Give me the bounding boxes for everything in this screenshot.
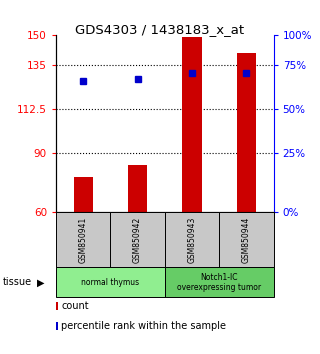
Bar: [237, 53, 256, 212]
Text: Notch1-IC
overexpressing tumor: Notch1-IC overexpressing tumor: [177, 273, 261, 292]
Text: GDS4303 / 1438183_x_at: GDS4303 / 1438183_x_at: [76, 23, 244, 36]
Bar: [219, 212, 274, 267]
Text: tissue: tissue: [3, 277, 32, 287]
Bar: [56, 267, 165, 297]
Text: percentile rank within the sample: percentile rank within the sample: [61, 321, 226, 331]
Bar: [128, 165, 147, 212]
Bar: [165, 212, 219, 267]
Text: GSM850941: GSM850941: [79, 217, 88, 263]
Bar: [165, 267, 274, 297]
Bar: [56, 212, 110, 267]
Text: normal thymus: normal thymus: [81, 278, 140, 287]
Text: GSM850942: GSM850942: [133, 217, 142, 263]
Bar: [182, 38, 202, 212]
Bar: [74, 177, 93, 212]
Text: count: count: [61, 301, 89, 311]
Text: GSM850943: GSM850943: [188, 217, 196, 263]
Text: GSM850944: GSM850944: [242, 217, 251, 263]
Bar: [110, 212, 165, 267]
Text: ▶: ▶: [37, 277, 44, 287]
